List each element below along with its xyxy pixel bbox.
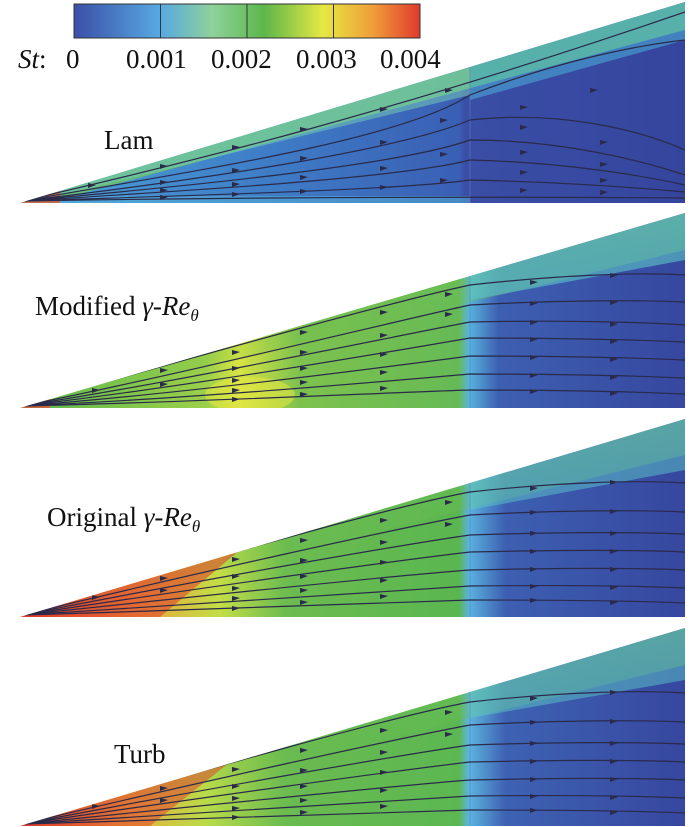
panel-label-original-prefix: Original [47,502,144,532]
colorbar-tick-label-2: 0.002 [211,44,272,74]
turb-arrowheads [92,690,618,820]
modified-arrowheads [92,273,618,402]
modified-streamlines [21,273,685,407]
panel-label-modified: Modified γ-Reθ [35,291,199,325]
colorbar-variable-label: St: [18,44,47,74]
panel-turb [20,628,685,826]
original-arrowheads [92,480,618,611]
panel-label-original: Original γ-Reθ [47,502,201,536]
panel-label-modified-sub: θ [190,306,199,325]
panel-label-turb: Turb [114,739,166,769]
panel-modified [20,213,685,408]
colorbar [73,3,421,39]
lam-streamlines [21,11,685,202]
colorbar-tick-label-4: 0.004 [380,44,441,74]
panel-label-modified-re: Re [161,291,191,321]
colorbar-tick-label-1: 0.001 [126,44,187,74]
panel-label-lam: Lam [104,125,154,155]
panel-lam [20,2,685,203]
colorbar-tick-label-3: 0.003 [296,44,357,74]
colorbar-tick-label-0: 0 [66,44,80,74]
panel-label-original-sub: θ [191,517,201,536]
panel-label-original-gamma: γ [143,502,155,532]
lam-arrowheads [88,88,608,200]
panel-label-original-re: Re [163,502,192,532]
panel-label-modified-gamma: γ [142,291,153,321]
original-streamlines [21,481,685,616]
panel-label-modified-prefix: Modified [35,291,143,321]
colorbar-ticks [160,4,334,38]
panel-original [20,419,685,617]
